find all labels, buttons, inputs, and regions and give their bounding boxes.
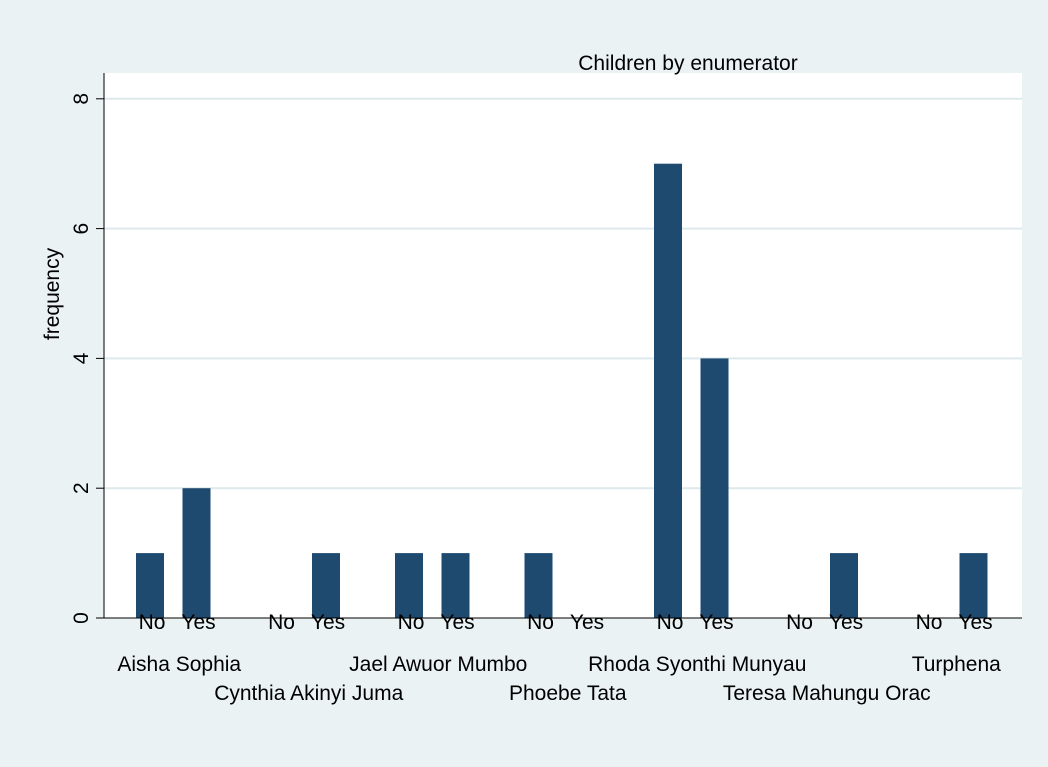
chart-title: Children by enumerator	[578, 52, 797, 75]
y-tick-label: 8	[70, 93, 93, 105]
x-group-label: Phoebe Tata	[509, 682, 627, 705]
x-category-label: Yes	[829, 611, 863, 634]
x-category-label: No	[916, 611, 943, 634]
x-labels: No Yes Aisha Sophia No Yes Cynthia Akinyi Jum…	[117, 611, 1001, 705]
bar	[959, 553, 988, 618]
bar	[182, 488, 211, 618]
x-category-label: Yes	[699, 611, 733, 634]
x-category-label: Yes	[570, 611, 604, 634]
bar	[524, 553, 553, 618]
bars	[136, 163, 988, 618]
bar	[312, 553, 340, 618]
x-category-label: No	[527, 611, 554, 634]
bar	[700, 358, 729, 618]
bar	[395, 553, 423, 618]
x-category-label: No	[268, 611, 295, 634]
x-group-label: Jael Awuor Mumbo	[349, 653, 527, 676]
x-category-label: Yes	[181, 611, 215, 634]
x-category-label: No	[657, 611, 684, 634]
bar	[441, 553, 470, 618]
bar	[654, 163, 682, 618]
gridlines	[104, 97, 1022, 490]
x-group-label: Aisha Sophia	[117, 653, 241, 676]
x-category-label: No	[786, 611, 813, 634]
bar	[136, 553, 164, 618]
y-tick-label: 4	[70, 352, 93, 364]
x-category-label: No	[398, 611, 425, 634]
x-category-label: Yes	[958, 611, 992, 634]
y-tick-label: 0	[70, 612, 93, 624]
y-tick-label: 6	[70, 223, 93, 235]
x-group-label: Rhoda Syonthi Munyau	[588, 653, 806, 676]
x-group-label: Teresa Mahungu Orac	[723, 682, 931, 705]
x-group-label: Cynthia Akinyi Juma	[214, 682, 403, 705]
x-group-label: Turphena	[912, 653, 1001, 676]
y-tick-label: 2	[70, 482, 93, 494]
x-category-label: Yes	[311, 611, 345, 634]
y-ticks: 0 2 4 6 8	[70, 93, 104, 624]
bar	[830, 553, 858, 618]
x-category-label: Yes	[440, 611, 474, 634]
y-axis-title: frequency	[41, 247, 64, 340]
plot-area	[104, 73, 1022, 618]
x-category-label: No	[139, 611, 166, 634]
